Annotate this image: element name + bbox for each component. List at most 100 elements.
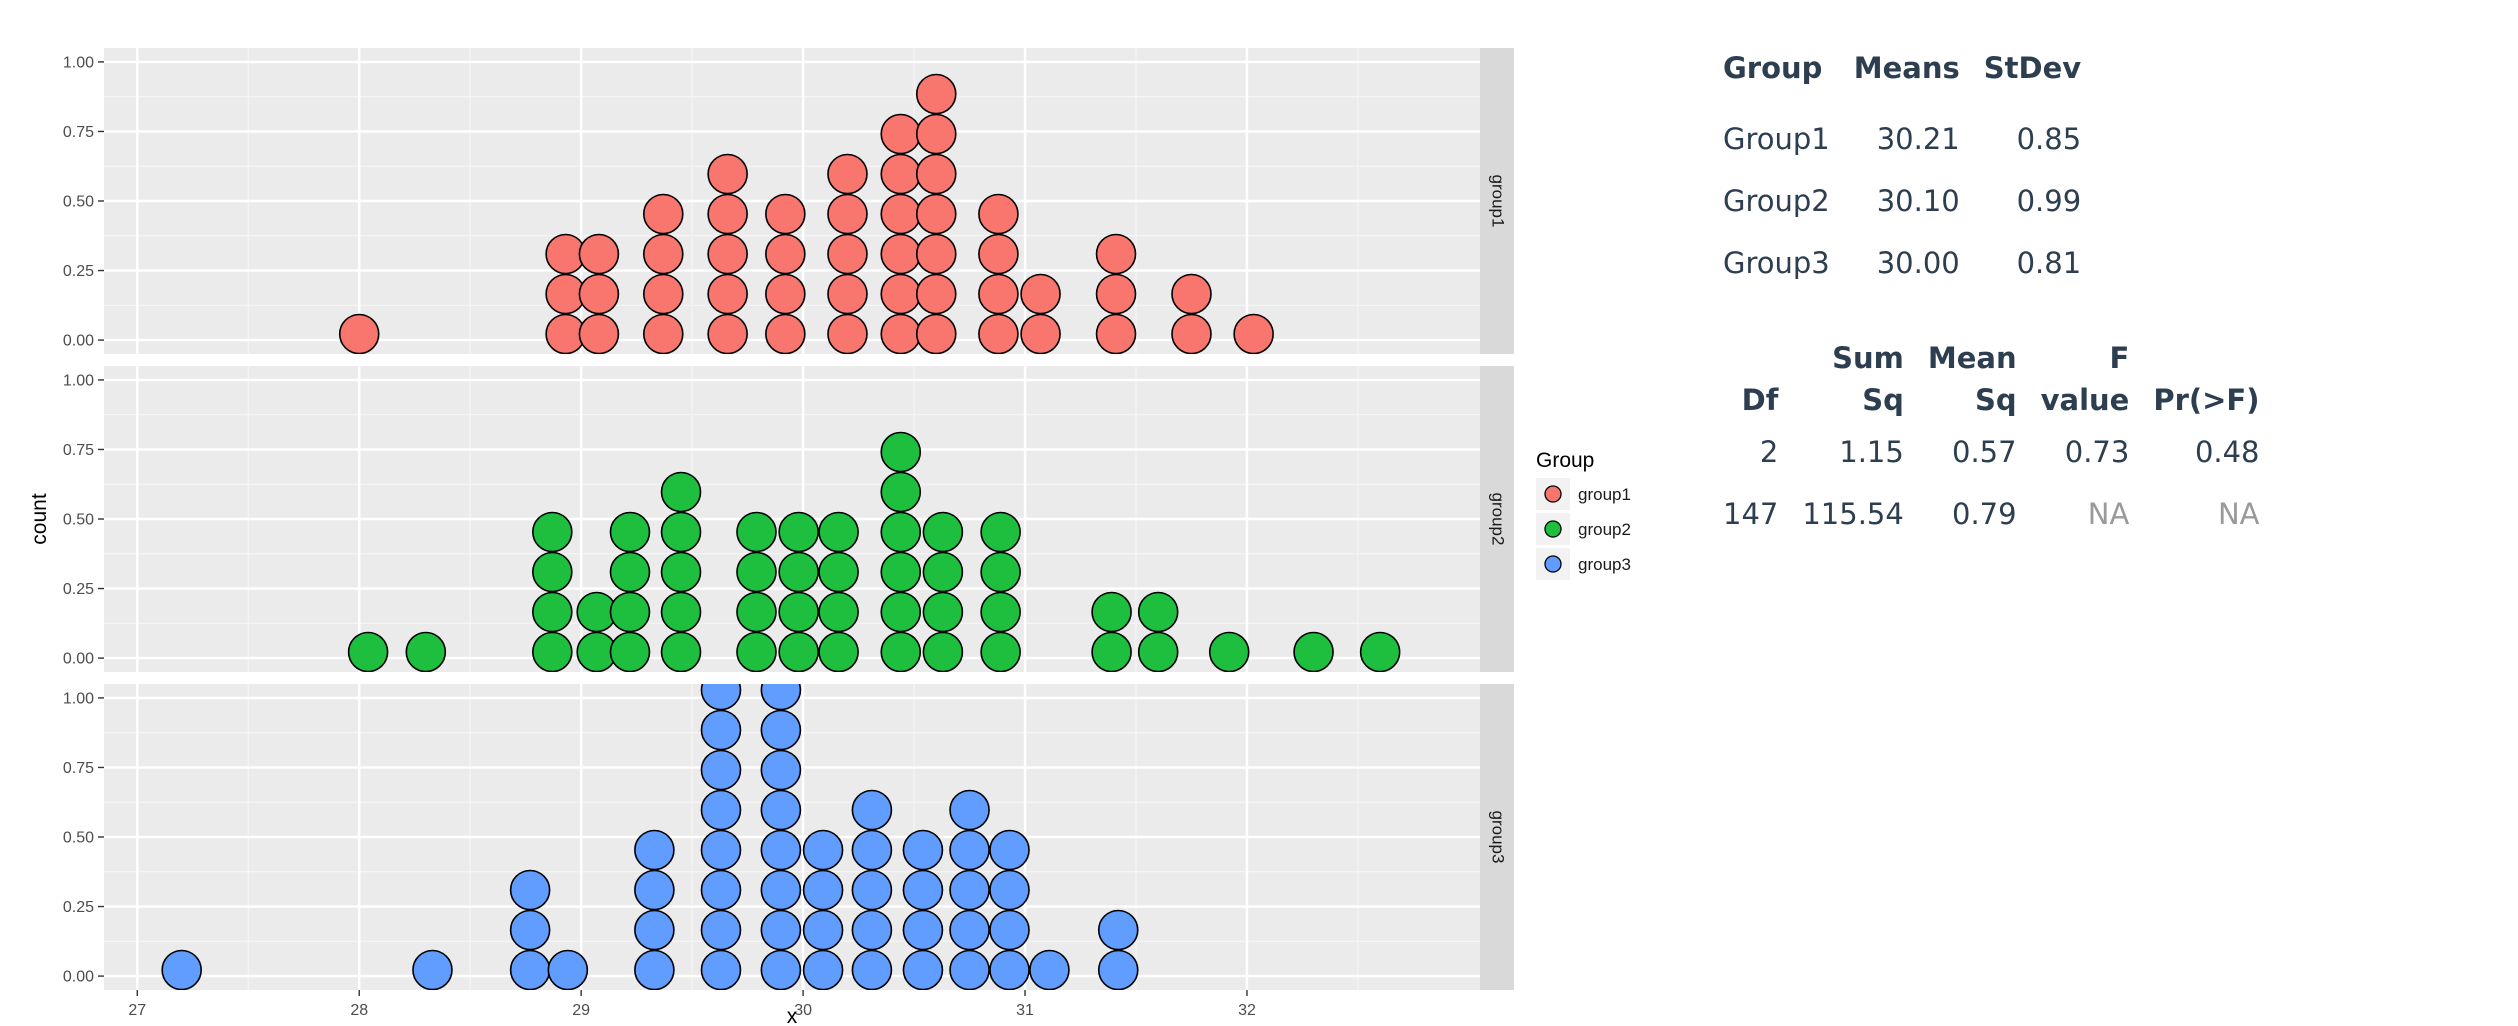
data-dot <box>818 551 859 593</box>
anova-cell: 0.79 <box>1952 497 2017 531</box>
data-dot <box>760 709 802 751</box>
y-tick-label: 0.50 <box>63 512 94 529</box>
data-dot <box>802 909 844 951</box>
means-header-row: Group Means StDev <box>1723 46 2105 108</box>
data-dot <box>532 631 573 672</box>
data-dot <box>978 273 1019 315</box>
anova-cell-na: NA <box>2087 497 2130 531</box>
y-tick-label: 1.00 <box>63 372 94 389</box>
y-tick-label: 1.00 <box>63 690 94 707</box>
data-dot <box>778 551 819 593</box>
data-dot <box>760 949 802 990</box>
facet-strip <box>1480 366 1514 672</box>
data-dot <box>1293 631 1334 672</box>
data-dot <box>902 909 944 951</box>
data-dot <box>609 511 651 553</box>
data-dot <box>161 949 202 990</box>
data-dot <box>760 829 802 871</box>
means-cell: 0.99 <box>2016 184 2082 218</box>
facet-strip <box>1480 684 1514 990</box>
data-dot <box>700 684 742 711</box>
legend-dot <box>1544 520 1562 538</box>
data-dot <box>989 949 1030 990</box>
data-dot <box>880 551 922 593</box>
x-tick-label: 31 <box>1016 1002 1034 1019</box>
data-dot <box>609 591 651 633</box>
anova-cell: 115.54 <box>1802 497 1904 531</box>
table-row: Group3 30.00 0.81 <box>1723 232 2105 294</box>
data-dot <box>902 869 944 911</box>
x-tick-label: 30 <box>794 1002 812 1019</box>
data-dot <box>578 273 620 315</box>
data-dot <box>915 153 957 195</box>
y-tick-label: 0.75 <box>63 124 94 141</box>
anova-cell: 147 <box>1723 497 1779 531</box>
data-dot <box>827 153 868 195</box>
data-dot <box>880 153 922 195</box>
legend-label: group2 <box>1578 520 1631 539</box>
anova-cell: 1.15 <box>1839 435 1904 469</box>
data-dot <box>949 829 990 871</box>
data-dot <box>902 829 944 871</box>
data-dot <box>827 273 868 315</box>
means-cell: 30.21 <box>1876 122 1960 156</box>
data-dot <box>915 233 957 275</box>
data-dot <box>915 193 957 235</box>
x-tick-label: 28 <box>350 1002 368 1019</box>
data-dot <box>818 591 859 633</box>
data-dot <box>802 949 844 990</box>
data-dot <box>827 313 868 354</box>
data-dot <box>880 313 922 354</box>
data-dot <box>922 591 964 633</box>
data-dot <box>1171 273 1212 315</box>
data-dot <box>827 193 868 235</box>
data-dot <box>880 113 922 155</box>
data-dot <box>405 631 447 672</box>
data-dot <box>660 591 702 633</box>
x-tick-label: 32 <box>1238 1002 1256 1019</box>
data-dot <box>707 153 748 195</box>
data-dot <box>1097 909 1139 951</box>
data-dot <box>642 193 684 235</box>
data-dot <box>642 233 684 275</box>
y-tick-label: 0.25 <box>63 263 94 280</box>
data-dot <box>700 869 742 911</box>
means-header-means: Means <box>1853 51 1960 85</box>
data-dot <box>634 869 675 911</box>
y-tick-label: 0.00 <box>63 333 94 350</box>
means-cell: 0.81 <box>2016 246 2082 280</box>
data-dot <box>1020 273 1061 315</box>
anova-header-mean-sq: Mean Sq <box>1927 341 2017 417</box>
y-tick-label: 0.75 <box>63 760 94 777</box>
data-dot <box>989 909 1030 951</box>
data-dot <box>949 909 990 951</box>
data-dot <box>949 869 990 911</box>
data-dot <box>547 949 589 990</box>
data-dot <box>347 631 389 672</box>
data-dot <box>978 313 1019 354</box>
legend-label: group1 <box>1578 485 1631 504</box>
data-dot <box>880 431 922 473</box>
data-dot <box>634 949 675 990</box>
data-dot <box>660 631 702 672</box>
legend-dot <box>1544 555 1562 573</box>
data-dot <box>736 631 777 672</box>
data-dot <box>851 909 893 951</box>
facet-strip-label: group2 <box>1489 493 1508 546</box>
data-dot <box>700 709 742 751</box>
x-tick-label: 29 <box>572 1002 590 1019</box>
means-cell: Group1 <box>1723 122 1830 156</box>
data-dot <box>1359 631 1401 672</box>
facet-strip <box>1480 48 1514 354</box>
data-dot <box>880 471 922 513</box>
means-header-stdev: StDev <box>1983 51 2082 85</box>
data-dot <box>980 591 1021 633</box>
data-dot <box>851 829 893 871</box>
table-row: 147 115.54 0.79 NA NA <box>1723 483 2284 545</box>
data-dot <box>707 233 748 275</box>
data-dot <box>765 273 806 315</box>
table-row: 2 1.15 0.57 0.73 0.48 <box>1723 421 2284 483</box>
data-dot <box>922 511 964 553</box>
